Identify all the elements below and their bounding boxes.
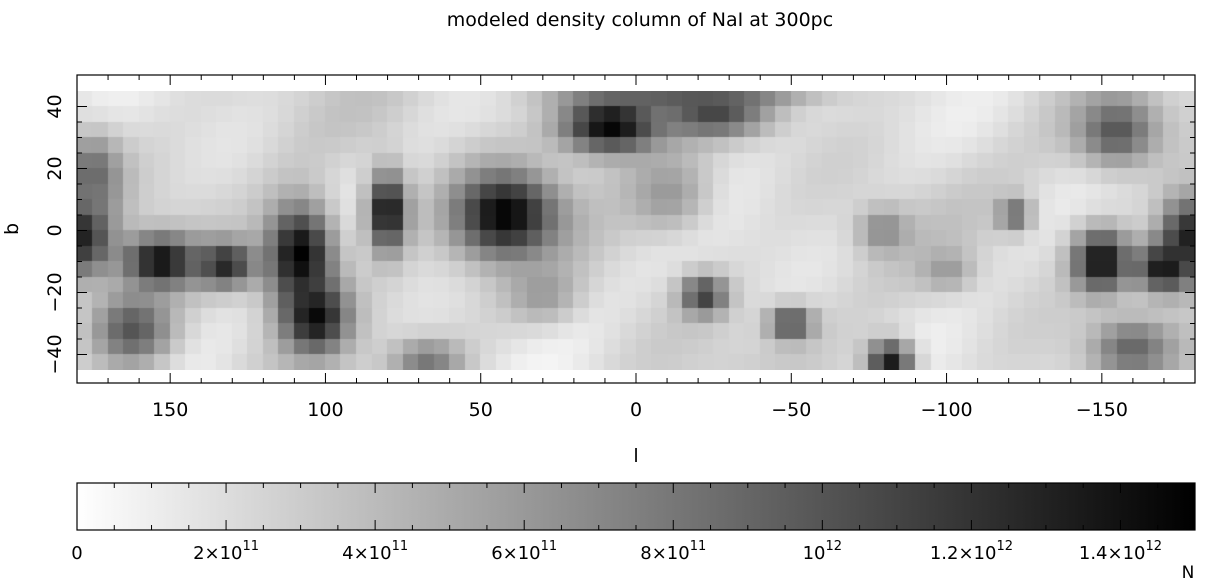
- colorbar-tick-label: 1.2×1012: [930, 539, 1013, 564]
- colorbar-label: N: [1182, 563, 1195, 583]
- colorbar-tick-label: 0: [71, 543, 82, 564]
- y-axis: 40 20 0 −20 −40: [44, 94, 1195, 375]
- x-axis-label: l: [633, 445, 638, 467]
- colorbar-gradient: [76, 482, 1196, 531]
- chart-title: modeled density column of NaI at 300pc: [447, 9, 833, 31]
- heatmap-plot: 150 100 50 0 −50 −100 −150 40 20 0 −20 −40 l b: [1, 74, 1196, 467]
- y-tick-label: 20: [44, 156, 66, 180]
- x-axis: 150 100 50 0 −50 −100 −150: [107, 75, 1165, 421]
- colorbar-tick-label: 8×1011: [640, 539, 706, 564]
- colorbar-tick-label: 1.4×1012: [1079, 539, 1162, 564]
- y-tick-label: 40: [44, 94, 66, 118]
- x-tick-label: 100: [307, 399, 343, 421]
- x-tick-label: 50: [469, 399, 493, 421]
- colorbar-tick-label: 2×1011: [193, 539, 259, 564]
- colorbar-tick-label: 4×1011: [342, 539, 408, 564]
- x-tick-label: 150: [152, 399, 188, 421]
- heatmap-image: [77, 91, 1195, 370]
- y-tick-label: 0: [44, 224, 66, 236]
- y-tick-label: −40: [44, 334, 66, 374]
- colorbar-tick-label: 6×1011: [491, 539, 557, 564]
- colorbar-tick-label: 1012: [803, 539, 842, 564]
- y-tick-label: −20: [44, 272, 66, 312]
- y-axis-label: b: [1, 223, 23, 235]
- colorbar-ticks: 0 2×1011 4×1011 6×1011 8×1011 1012 1.2×1012 1.4…: [71, 483, 1196, 564]
- x-tick-label: 0: [630, 399, 642, 421]
- x-tick-label: −150: [1076, 399, 1128, 421]
- colorbar: 0 2×1011 4×1011 6×1011 8×1011 1012 1.2×1012 1.4…: [71, 482, 1196, 583]
- x-tick-label: −100: [920, 399, 972, 421]
- x-tick-label: −50: [771, 399, 811, 421]
